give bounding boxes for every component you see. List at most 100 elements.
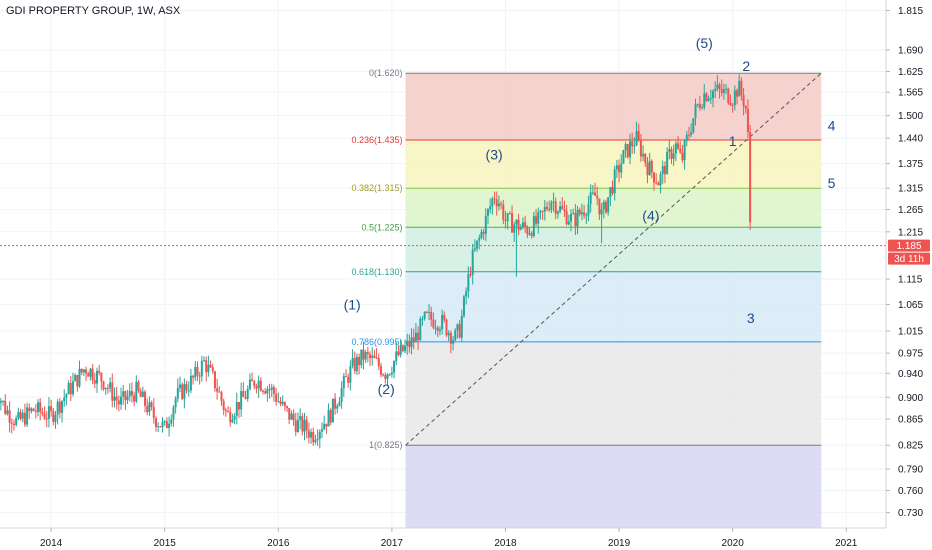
candle-body <box>362 349 365 360</box>
candle-body <box>89 368 92 377</box>
candle-body <box>262 390 265 392</box>
wave-label: (2) <box>378 381 395 397</box>
candle-body <box>705 93 708 101</box>
candle-body <box>246 389 249 399</box>
x-tick-label: 2019 <box>608 538 631 549</box>
candlestick-series[interactable] <box>0 74 752 449</box>
fib-level-label: 0(1.620) <box>369 68 403 78</box>
y-tick-label: 1.115 <box>898 275 923 286</box>
candle-body <box>307 430 310 438</box>
candle-body <box>672 153 675 159</box>
candle-body <box>320 429 323 432</box>
candle-body <box>303 419 306 432</box>
candle-body <box>460 316 463 338</box>
y-axis[interactable]: 1.815 1.690 1.625 1.565 1.500 1.440 1.375 1.315… <box>885 0 923 528</box>
candle-body <box>43 413 46 419</box>
candle-body <box>52 411 55 422</box>
candle-body <box>95 370 98 384</box>
candle-body <box>146 405 149 413</box>
y-tick-label: 1.015 <box>898 326 923 337</box>
y-tick-label: 1.315 <box>898 184 923 195</box>
x-tick-label: 2017 <box>381 538 404 549</box>
x-tick-label: 2021 <box>835 538 858 549</box>
wave-label: (3) <box>486 147 503 163</box>
candle-body <box>198 375 201 377</box>
candle-body <box>85 369 88 374</box>
candle-body <box>115 396 118 401</box>
fib-zone <box>405 227 822 272</box>
candle-body <box>135 381 138 402</box>
candle-body <box>596 195 599 199</box>
candle-body <box>727 88 730 104</box>
candle-body <box>635 131 638 146</box>
candle-body <box>32 408 35 411</box>
candle-body <box>205 360 208 373</box>
candle-body <box>28 407 31 412</box>
y-tick-label: 1.625 <box>898 67 923 78</box>
candle-body <box>674 143 677 154</box>
candle-body <box>360 349 363 366</box>
candle-body <box>399 345 402 356</box>
candle-body <box>565 210 568 225</box>
candle-body <box>452 340 455 344</box>
candle-body <box>395 351 398 362</box>
wave-label: 4 <box>828 118 836 134</box>
candle-body <box>102 381 105 390</box>
candle-body <box>589 192 592 204</box>
candle-body <box>620 163 623 173</box>
candle-body <box>100 372 103 382</box>
candle-body <box>618 165 621 173</box>
candle-body <box>403 345 406 352</box>
candle-body <box>406 340 409 346</box>
candle-body <box>725 88 728 90</box>
fib-level-label: 0.236(1.435) <box>351 135 402 145</box>
candle-body <box>698 104 701 109</box>
candle-body <box>447 332 450 336</box>
y-tick-label: 1.565 <box>898 88 923 99</box>
y-tick-label: 0.975 <box>898 349 923 360</box>
candle-body <box>329 409 332 423</box>
x-tick-label: 2016 <box>267 538 290 549</box>
candle-body <box>637 131 640 140</box>
candle-body <box>41 411 44 414</box>
candle-body <box>117 400 120 405</box>
candle-body <box>141 391 144 397</box>
wave-label: (1) <box>344 297 361 313</box>
last-price-tag-bg <box>888 239 930 252</box>
candle-body <box>663 166 666 175</box>
candle-body <box>244 396 247 399</box>
candle-body <box>602 201 605 210</box>
candle-body <box>624 144 627 151</box>
candle-body <box>709 98 712 100</box>
candle-body <box>646 162 649 176</box>
candle-body <box>316 438 319 440</box>
y-tick-label: 1.440 <box>898 134 923 145</box>
wave-label: 3 <box>747 310 755 326</box>
candle-body <box>526 227 529 235</box>
candle-body <box>240 391 243 410</box>
candle-body <box>749 131 752 223</box>
candle-body <box>626 144 629 158</box>
candle-body <box>467 274 470 292</box>
countdown-tag-bg <box>888 252 930 265</box>
candle-body <box>39 402 42 412</box>
candle-body <box>47 406 50 419</box>
candle-body <box>371 355 374 359</box>
candle-body <box>679 148 682 153</box>
candle-body <box>655 182 658 184</box>
candle-body <box>388 374 391 376</box>
candle-body <box>659 174 662 186</box>
candle-body <box>71 381 74 395</box>
candle-body <box>172 407 175 420</box>
x-axis[interactable]: 2014 2015 2016 2017 2018 2019 2020 2021 <box>0 527 886 549</box>
candle-body <box>696 104 699 106</box>
candle-body <box>476 240 479 249</box>
candle-body <box>379 366 382 375</box>
candle-body <box>552 201 555 203</box>
candle-body <box>545 206 548 210</box>
candle-body <box>231 419 234 423</box>
fib-zone <box>405 140 822 189</box>
candle-body <box>87 373 90 377</box>
fibonacci-zones <box>405 73 822 528</box>
